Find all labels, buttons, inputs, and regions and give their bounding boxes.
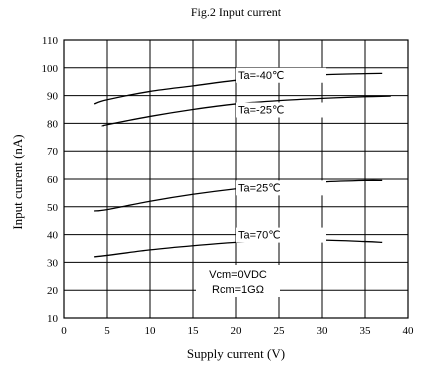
y-tick-label: 80 [47,118,59,130]
y-tick-label: 10 [47,313,59,325]
series-label: Ta=70℃ [238,230,281,242]
y-tick-label: 20 [47,285,59,297]
x-axis-label: Supply current (V) [187,346,285,361]
series-label: Ta=25℃ [238,182,281,194]
y-tick-label: 60 [47,174,59,186]
y-axis-ticks: 10 20 30 40 50 60 70 80 90 100 110 [42,35,59,325]
x-tick-label: 20 [231,325,243,337]
x-tick-label: 35 [360,325,372,337]
annotation-rcm: Rcm=1GΩ [212,284,264,296]
series-label-background [236,102,326,118]
x-axis-ticks: 0 5 10 15 20 25 30 35 40 [61,325,414,337]
y-tick-label: 100 [42,63,59,75]
x-tick-label: 25 [274,325,286,337]
x-tick-label: 5 [104,325,110,337]
y-tick-label: 90 [47,91,59,103]
series-label-background [236,180,326,196]
series-line [94,239,383,258]
series-label: Ta=-25℃ [238,105,284,117]
series-labels: Ta=-40℃ Ta=-25℃ Ta=25℃ Ta=70℃ [236,67,326,243]
x-tick-label: 10 [145,325,157,337]
series-label: Ta=-40℃ [238,70,284,82]
y-tick-label: 110 [42,35,59,47]
x-tick-label: 15 [188,325,200,337]
plot-border [63,39,409,319]
annotation-vcm: Vcm=0VDC [209,269,267,281]
y-tick-label: 50 [47,202,59,214]
y-axis-label: Input current (nA) [10,134,25,229]
series-label-background [236,67,326,83]
series-label-background [236,227,326,243]
y-tick-label: 70 [47,146,59,158]
x-tick-label: 40 [403,325,415,337]
x-tick-label: 30 [317,325,329,337]
x-tick-label: 0 [61,325,67,337]
y-tick-label: 40 [47,230,59,242]
y-tick-label: 30 [47,257,59,269]
chart-title: Fig.2 Input current [191,5,282,19]
annotation-box: Vcm=0VDC Rcm=1GΩ [196,265,280,297]
annotation-background [196,265,280,297]
